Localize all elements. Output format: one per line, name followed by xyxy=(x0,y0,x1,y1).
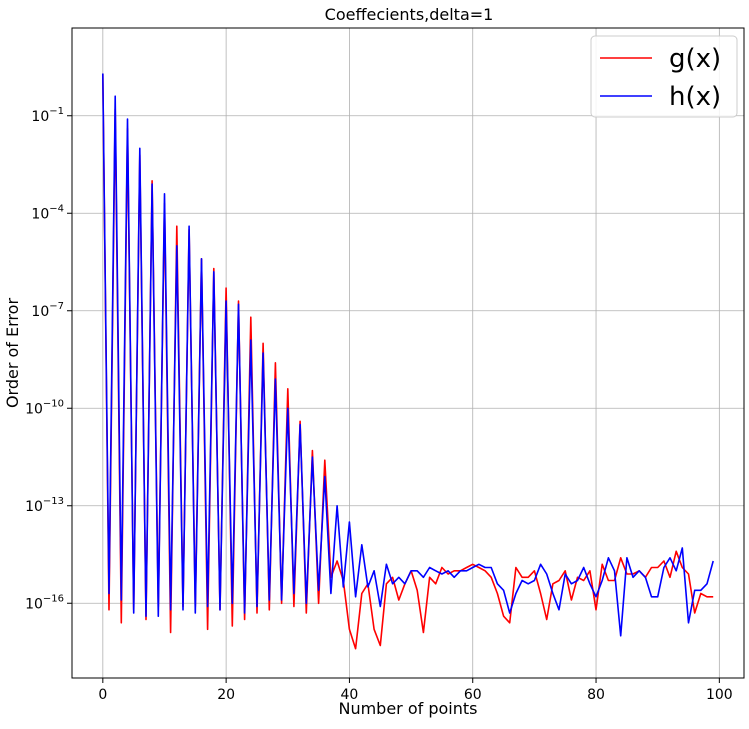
y-tick-label: 10−1 xyxy=(31,106,64,125)
plot-frame xyxy=(71,27,745,679)
x-tick-label: 40 xyxy=(341,687,359,703)
y-axis-label: Order of Error xyxy=(3,298,22,408)
y-tick-label: 10−7 xyxy=(31,301,64,320)
x-tick-label: 20 xyxy=(217,687,235,703)
x-axis-ticks: 0 20 40 60 80 100 xyxy=(98,678,733,703)
series-line-h xyxy=(102,73,714,637)
chart-title: Coeffecients,delta=1 xyxy=(325,5,494,24)
legend: g(x) h(x) xyxy=(590,35,738,118)
y-tick-label: 10−13 xyxy=(25,496,64,515)
y-tick-label: 10−10 xyxy=(25,398,64,417)
x-axis-label: Number of points xyxy=(338,699,477,718)
x-tick-label: 100 xyxy=(706,687,733,703)
x-tick-label: 80 xyxy=(587,687,605,703)
y-axis-ticks: 10−1 10−4 10−7 10−10 10−13 10−16 xyxy=(25,106,72,612)
series-layer xyxy=(102,73,714,650)
legend-label-h: h(x) xyxy=(669,82,721,112)
y-tick-label: 10−4 xyxy=(31,203,64,222)
x-tick-label: 0 xyxy=(98,687,107,703)
y-tick-label: 10−16 xyxy=(25,593,64,612)
grid-lines xyxy=(72,28,744,678)
x-tick-label: 60 xyxy=(464,687,482,703)
legend-label-g: g(x) xyxy=(669,44,721,74)
